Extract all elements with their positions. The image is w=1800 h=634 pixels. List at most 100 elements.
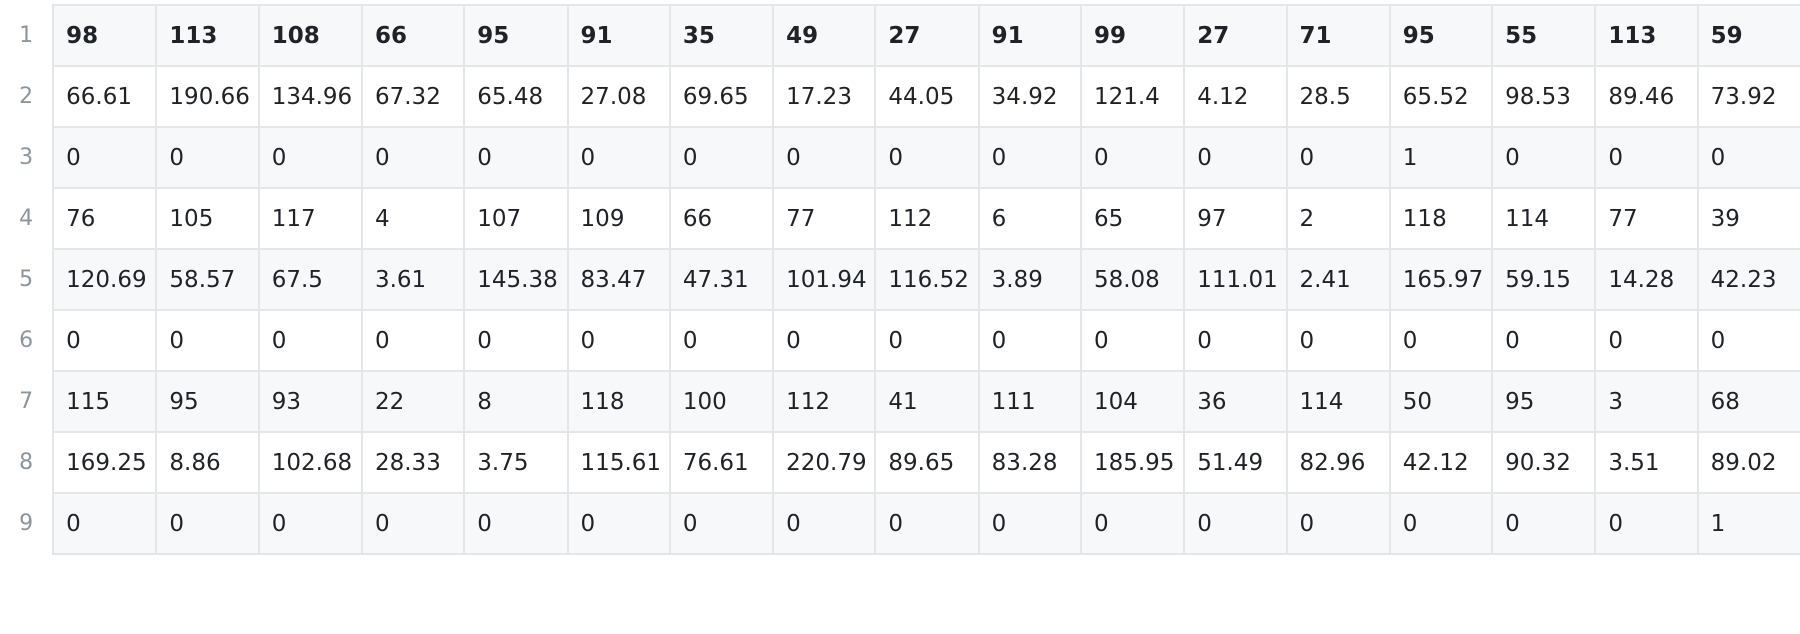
table-cell: 27 [874, 4, 980, 67]
table-cell: 76.61 [668, 431, 775, 494]
line-number[interactable]: 7 [0, 371, 54, 432]
table-cell: 67.32 [360, 65, 466, 128]
table-cell: 0 [1285, 309, 1391, 372]
table-cell: 71 [1285, 4, 1391, 67]
table-cell: 0 [1491, 126, 1597, 189]
table-cell: 0 [1696, 309, 1800, 372]
table-cell: 111.01 [1183, 248, 1288, 311]
table-cell: 27 [1183, 4, 1288, 67]
table-cell: 66 [360, 4, 466, 67]
table-cell: 114 [1285, 370, 1391, 433]
line-number[interactable]: 5 [0, 249, 54, 310]
table-cell: 0 [1079, 309, 1186, 372]
table-cell: 0 [772, 309, 877, 372]
table-cell: 0 [52, 492, 158, 555]
table-cell: 0 [1079, 492, 1186, 555]
table-cell: 66.61 [52, 65, 158, 128]
table-cell: 1 [1388, 126, 1494, 189]
table-cell: 109 [566, 187, 671, 250]
table-row: 2 66.61 190.66 134.96 67.32 65.48 27.08 69.65 17… [0, 65, 1800, 128]
table-cell: 105 [155, 187, 260, 250]
table-cell: 1 [1696, 492, 1800, 555]
table-cell: 17.23 [772, 65, 877, 128]
table-cell: 113 [155, 4, 260, 67]
table-cell: 0 [977, 492, 1082, 555]
table-cell: 3.61 [360, 248, 466, 311]
table-cell: 67.5 [257, 248, 363, 311]
table-cell: 0 [1388, 309, 1494, 372]
table-cell: 165.97 [1388, 248, 1494, 311]
table-cell: 0 [1696, 126, 1800, 189]
table-cell: 0 [155, 492, 260, 555]
table-cell: 93 [257, 370, 363, 433]
table-cell: 65 [1079, 187, 1186, 250]
line-number[interactable]: 9 [0, 493, 54, 554]
table-cell: 107 [463, 187, 569, 250]
table-cell: 83.47 [566, 248, 671, 311]
table-cell: 0 [1491, 492, 1597, 555]
table-cell: 4.12 [1183, 65, 1288, 128]
table-cell: 190.66 [155, 65, 260, 128]
table-cell: 0 [874, 492, 980, 555]
table-cell: 91 [977, 4, 1082, 67]
table-cell: 49 [772, 4, 877, 67]
table-cell: 0 [1594, 492, 1699, 555]
table-cell: 0 [1491, 309, 1597, 372]
table-cell: 185.95 [1079, 431, 1186, 494]
table-cell: 3.51 [1594, 431, 1699, 494]
table-cell: 59.15 [1491, 248, 1597, 311]
table-cell: 98 [52, 4, 158, 67]
table-cell: 113 [1594, 4, 1699, 67]
table-cell: 28.5 [1285, 65, 1391, 128]
table-cell: 0 [257, 492, 363, 555]
table-cell: 0 [1183, 126, 1288, 189]
table-cell: 0 [463, 492, 569, 555]
table-cell: 69.65 [668, 65, 775, 128]
line-number[interactable]: 8 [0, 432, 54, 493]
table-cell: 0 [772, 126, 877, 189]
table-cell: 97 [1183, 187, 1288, 250]
table-cell: 0 [1183, 492, 1288, 555]
table-cell: 90.32 [1491, 431, 1597, 494]
table-cell: 82.96 [1285, 431, 1391, 494]
table-cell: 95 [1388, 4, 1494, 67]
table-cell: 28.33 [360, 431, 466, 494]
table-cell: 134.96 [257, 65, 363, 128]
table-cell: 8 [463, 370, 569, 433]
line-number[interactable]: 3 [0, 127, 54, 188]
line-number[interactable]: 2 [0, 66, 54, 127]
table-cell: 66 [668, 187, 775, 250]
table-row: 4 76 105 117 4 107 109 66 77 112 6 65 97 2 118 114 77 39 [0, 187, 1800, 250]
line-number[interactable]: 1 [0, 5, 54, 66]
table-cell: 115.61 [566, 431, 671, 494]
table-cell: 0 [977, 309, 1082, 372]
table-row: 1 98 113 108 66 95 91 35 49 27 91 99 27 71 95 55 113 59 [0, 4, 1800, 67]
table-cell: 220.79 [772, 431, 877, 494]
table-cell: 0 [1388, 492, 1494, 555]
table-cell: 39 [1696, 187, 1800, 250]
table-cell: 42.23 [1696, 248, 1800, 311]
table-cell: 0 [1285, 126, 1391, 189]
table-cell: 58.57 [155, 248, 260, 311]
line-number[interactable]: 6 [0, 310, 54, 371]
table-cell: 68 [1696, 370, 1800, 433]
table-cell: 0 [52, 309, 158, 372]
table-cell: 3.89 [977, 248, 1082, 311]
table-cell: 58.08 [1079, 248, 1186, 311]
table-cell: 0 [874, 126, 980, 189]
table-cell: 0 [1285, 492, 1391, 555]
line-number[interactable]: 4 [0, 188, 54, 249]
table-cell: 145.38 [463, 248, 569, 311]
table-cell: 0 [360, 309, 466, 372]
table-cell: 116.52 [874, 248, 980, 311]
table-cell: 35 [668, 4, 775, 67]
table-cell: 120.69 [52, 248, 158, 311]
table-cell: 73.92 [1696, 65, 1800, 128]
table-row: 7 115 95 93 22 8 118 100 112 41 111 104 36 114 50 95 3 68 [0, 370, 1800, 433]
table-cell: 95 [463, 4, 569, 67]
table-cell: 0 [257, 126, 363, 189]
table-cell: 121.4 [1079, 65, 1186, 128]
